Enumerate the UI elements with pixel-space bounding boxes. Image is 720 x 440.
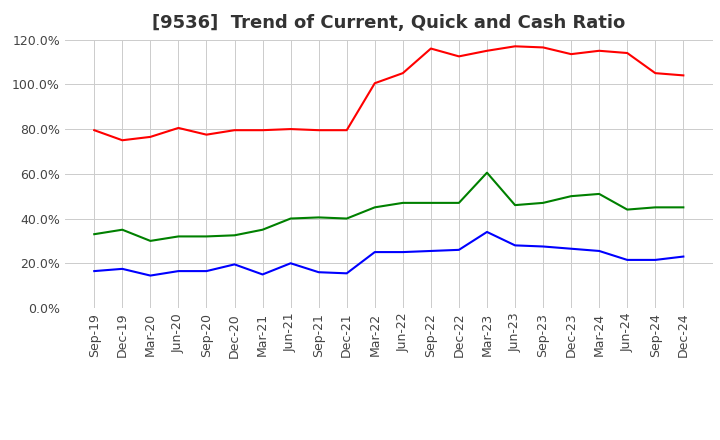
Quick Ratio	[146, 238, 155, 244]
Cash Ratio	[539, 244, 547, 249]
Current Ratio	[398, 70, 407, 76]
Cash Ratio	[371, 249, 379, 255]
Current Ratio	[595, 48, 603, 53]
Current Ratio	[258, 128, 267, 133]
Quick Ratio	[567, 194, 575, 199]
Current Ratio	[146, 134, 155, 139]
Quick Ratio	[258, 227, 267, 232]
Cash Ratio	[258, 272, 267, 277]
Cash Ratio	[426, 248, 435, 253]
Line: Quick Ratio: Quick Ratio	[94, 172, 683, 241]
Cash Ratio	[343, 271, 351, 276]
Cash Ratio	[174, 268, 183, 274]
Cash Ratio	[651, 257, 660, 263]
Current Ratio	[539, 45, 547, 50]
Quick Ratio	[623, 207, 631, 212]
Current Ratio	[343, 128, 351, 133]
Cash Ratio	[482, 229, 491, 235]
Line: Cash Ratio: Cash Ratio	[94, 232, 683, 275]
Quick Ratio	[454, 200, 463, 205]
Current Ratio	[371, 81, 379, 86]
Quick Ratio	[287, 216, 295, 221]
Cash Ratio	[679, 254, 688, 259]
Quick Ratio	[315, 215, 323, 220]
Quick Ratio	[174, 234, 183, 239]
Current Ratio	[118, 138, 127, 143]
Current Ratio	[623, 50, 631, 55]
Quick Ratio	[343, 216, 351, 221]
Cash Ratio	[90, 268, 99, 274]
Current Ratio	[202, 132, 211, 137]
Current Ratio	[679, 73, 688, 78]
Cash Ratio	[398, 249, 407, 255]
Cash Ratio	[510, 243, 519, 248]
Current Ratio	[230, 128, 239, 133]
Cash Ratio	[567, 246, 575, 251]
Quick Ratio	[651, 205, 660, 210]
Quick Ratio	[371, 205, 379, 210]
Quick Ratio	[679, 205, 688, 210]
Cash Ratio	[315, 270, 323, 275]
Current Ratio	[287, 126, 295, 132]
Quick Ratio	[398, 200, 407, 205]
Quick Ratio	[230, 233, 239, 238]
Cash Ratio	[230, 262, 239, 267]
Title: [9536]  Trend of Current, Quick and Cash Ratio: [9536] Trend of Current, Quick and Cash …	[152, 15, 626, 33]
Cash Ratio	[146, 273, 155, 278]
Current Ratio	[482, 48, 491, 53]
Current Ratio	[90, 128, 99, 133]
Current Ratio	[426, 46, 435, 51]
Current Ratio	[567, 51, 575, 57]
Quick Ratio	[118, 227, 127, 232]
Quick Ratio	[482, 170, 491, 175]
Current Ratio	[174, 125, 183, 131]
Cash Ratio	[202, 268, 211, 274]
Cash Ratio	[287, 260, 295, 266]
Current Ratio	[651, 70, 660, 76]
Quick Ratio	[595, 191, 603, 197]
Cash Ratio	[595, 248, 603, 253]
Cash Ratio	[454, 247, 463, 253]
Current Ratio	[454, 54, 463, 59]
Cash Ratio	[623, 257, 631, 263]
Quick Ratio	[539, 200, 547, 205]
Quick Ratio	[426, 200, 435, 205]
Current Ratio	[510, 44, 519, 49]
Quick Ratio	[202, 234, 211, 239]
Cash Ratio	[118, 266, 127, 271]
Quick Ratio	[90, 231, 99, 237]
Current Ratio	[315, 128, 323, 133]
Quick Ratio	[510, 202, 519, 208]
Line: Current Ratio: Current Ratio	[94, 46, 683, 140]
